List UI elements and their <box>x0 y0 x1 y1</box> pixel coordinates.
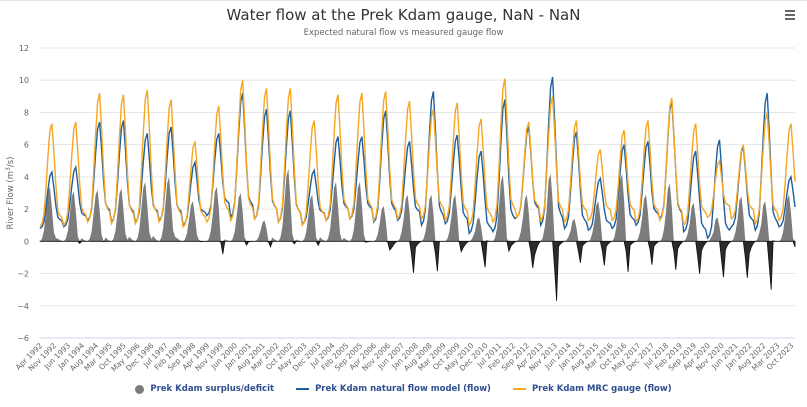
y-tick-label: −6 <box>17 334 29 343</box>
top-border <box>0 0 807 1</box>
menu-bar <box>785 10 795 12</box>
chart-plot: 12 10 8 6 4 2 0 −2 −4 −6 River Flow (m3/s) Apr 19… <box>5 44 796 374</box>
y-axis-title-sup: 3 <box>5 167 12 171</box>
legend-item-mrc-gauge[interactable]: Prek Kdam MRC gauge (flow) <box>512 384 672 394</box>
y-tick-label: 8 <box>24 108 29 117</box>
legend-item-surplus-deficit[interactable]: Prek Kdam surplus/deficit <box>135 384 274 394</box>
y-tick-label: 12 <box>19 44 29 53</box>
legend: Prek Kdam surplus/deficit Prek Kdam natu… <box>0 384 807 394</box>
y-axis-title-main: River Flow (m <box>6 171 16 229</box>
y-tick-label: −2 <box>17 270 29 279</box>
flow-lines <box>39 76 796 240</box>
y-axis-title: River Flow (m3/s) <box>5 157 16 230</box>
menu-bar <box>785 18 795 20</box>
deficit-area <box>39 240 796 301</box>
y-tick-label: −4 <box>17 302 29 311</box>
y-tick-label: 0 <box>24 237 29 246</box>
mrc-gauge-line <box>39 78 796 229</box>
legend-circle-icon <box>135 384 145 394</box>
y-tick-label: 10 <box>19 76 29 85</box>
chart-title: Water flow at the Prek Kdam gauge, NaN -… <box>226 6 581 24</box>
menu-bar <box>785 14 795 16</box>
y-tick-label: 6 <box>24 141 29 150</box>
legend-item-natural-flow[interactable]: Prek Kdam natural flow model (flow) <box>296 384 491 394</box>
y-axis-title-tail: /s) <box>6 157 16 168</box>
legend-line-icon <box>296 388 310 390</box>
y-axis: 12 10 8 6 4 2 0 −2 −4 −6 <box>17 44 29 343</box>
chart-subtitle: Expected natural flow vs measured gauge … <box>303 28 504 38</box>
hamburger-menu-icon[interactable] <box>785 10 795 20</box>
surplus-deficit-areas <box>39 168 796 301</box>
legend-label: Prek Kdam MRC gauge (flow) <box>531 384 672 394</box>
legend-label: Prek Kdam natural flow model (flow) <box>315 384 491 394</box>
y-tick-label: 4 <box>24 173 29 182</box>
surplus-area <box>40 168 795 242</box>
y-tick-label: 2 <box>24 205 29 214</box>
legend-line-icon <box>512 388 526 390</box>
legend-label: Prek Kdam surplus/deficit <box>150 384 275 394</box>
